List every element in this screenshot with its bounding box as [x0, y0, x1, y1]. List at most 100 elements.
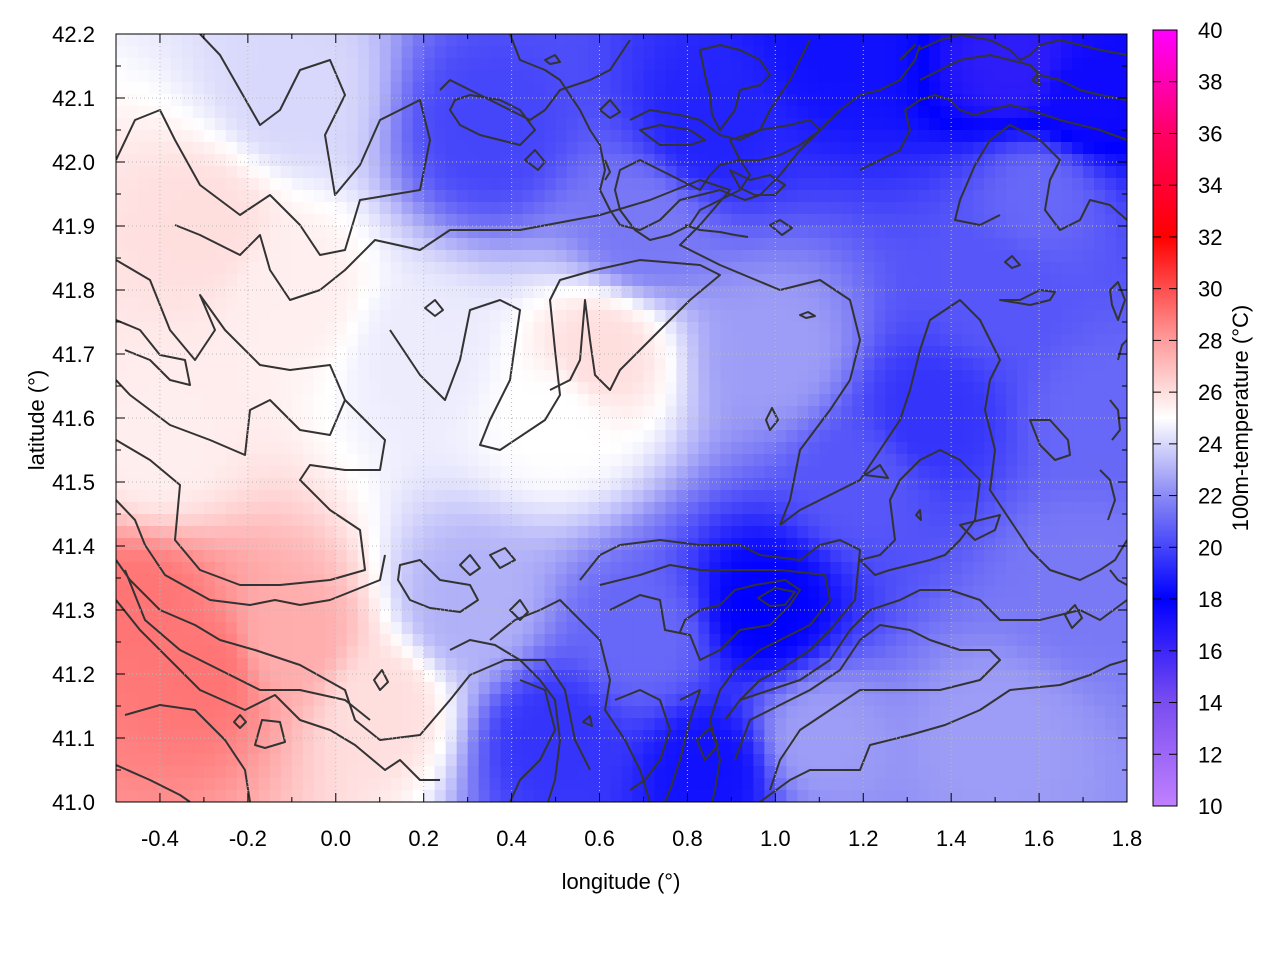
- field-cell: [511, 82, 524, 95]
- field-cell: [577, 586, 590, 599]
- field-cell: [1028, 274, 1040, 287]
- field-cell: [116, 370, 128, 383]
- field-cell: [610, 298, 623, 311]
- field-cell: [126, 598, 139, 611]
- field-cell: [665, 490, 678, 503]
- field-cell: [1028, 166, 1040, 179]
- field-cell: [192, 538, 205, 551]
- field-cell: [324, 646, 337, 659]
- field-cell: [687, 322, 700, 335]
- field-cell: [214, 346, 227, 359]
- field-cell: [1116, 538, 1127, 551]
- field-cell: [830, 502, 842, 515]
- field-cell: [1028, 502, 1040, 515]
- field-cell: [610, 58, 623, 71]
- field-cell: [1028, 70, 1040, 83]
- field-cell: [577, 526, 590, 539]
- field-cell: [896, 322, 908, 335]
- field-cell: [379, 466, 392, 479]
- field-cell: [577, 562, 590, 575]
- field-cell: [225, 250, 238, 263]
- field-cell: [709, 94, 721, 107]
- field-cell: [489, 130, 502, 143]
- field-cell: [445, 334, 458, 347]
- field-cell: [401, 370, 414, 383]
- field-cell: [291, 166, 304, 179]
- field-cell: [929, 598, 941, 611]
- field-cell: [852, 670, 864, 683]
- field-cell: [247, 334, 260, 347]
- field-cell: [357, 214, 370, 227]
- field-cell: [1039, 94, 1051, 107]
- field-cell: [555, 478, 568, 491]
- field-cell: [665, 262, 678, 275]
- field-cell: [1028, 670, 1040, 683]
- field-cell: [423, 274, 436, 287]
- field-cell: [566, 250, 579, 263]
- field-cell: [896, 658, 908, 671]
- field-cell: [566, 226, 579, 239]
- field-cell: [654, 286, 667, 299]
- field-cell: [116, 598, 128, 611]
- field-cell: [324, 622, 337, 635]
- field-cell: [555, 526, 568, 539]
- field-cell: [1116, 442, 1127, 455]
- field-cell: [1116, 490, 1127, 503]
- field-cell: [918, 658, 930, 671]
- field-cell: [247, 514, 260, 527]
- field-cell: [863, 286, 875, 299]
- field-cell: [258, 118, 271, 131]
- field-cell: [148, 370, 161, 383]
- field-cell: [984, 46, 996, 59]
- field-cell: [654, 610, 667, 623]
- field-cell: [412, 286, 425, 299]
- field-cell: [984, 94, 996, 107]
- field-cell: [423, 646, 436, 659]
- field-cell: [566, 46, 579, 59]
- field-cell: [500, 214, 513, 227]
- field-cell: [874, 370, 886, 383]
- field-cell: [1116, 466, 1127, 479]
- field-cell: [797, 346, 809, 359]
- field-cell: [764, 82, 776, 95]
- field-cell: [731, 262, 743, 275]
- field-cell: [544, 130, 557, 143]
- field-cell: [786, 310, 798, 323]
- field-cell: [874, 322, 886, 335]
- field-cell: [1083, 430, 1095, 443]
- field-cell: [962, 286, 974, 299]
- field-cell: [742, 274, 754, 287]
- field-cell: [335, 34, 348, 47]
- field-cell: [588, 394, 601, 407]
- field-cell: [665, 238, 678, 251]
- field-cell: [335, 298, 348, 311]
- field-cell: [258, 526, 271, 539]
- field-cell: [566, 106, 579, 119]
- field-cell: [863, 478, 875, 491]
- field-cell: [445, 442, 458, 455]
- field-cell: [181, 46, 194, 59]
- field-cell: [137, 142, 150, 155]
- field-cell: [808, 106, 820, 119]
- field-cell: [687, 310, 700, 323]
- field-cell: [863, 454, 875, 467]
- field-cell: [896, 526, 908, 539]
- field-cell: [544, 310, 557, 323]
- field-cell: [522, 82, 535, 95]
- field-cell: [753, 358, 765, 371]
- field-cell: [621, 142, 634, 155]
- field-cell: [511, 490, 524, 503]
- field-cell: [852, 58, 864, 71]
- field-cell: [456, 406, 469, 419]
- field-cell: [500, 514, 513, 527]
- field-cell: [258, 586, 271, 599]
- field-cell: [511, 502, 524, 515]
- field-cell: [1061, 130, 1073, 143]
- field-cell: [962, 442, 974, 455]
- field-cell: [1094, 262, 1106, 275]
- field-cell: [1061, 178, 1073, 191]
- field-cell: [159, 538, 172, 551]
- field-cell: [588, 490, 601, 503]
- field-cell: [225, 94, 238, 107]
- field-cell: [192, 502, 205, 515]
